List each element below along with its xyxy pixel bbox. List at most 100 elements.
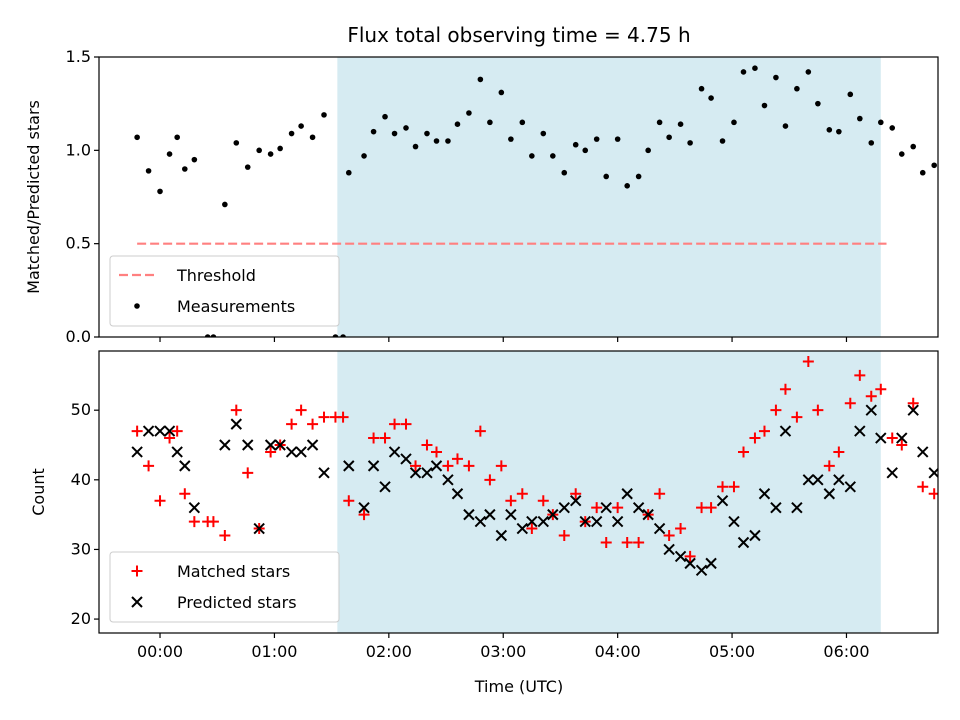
measurement-point xyxy=(645,147,651,154)
matched-star-point xyxy=(591,502,603,514)
measurement-point xyxy=(134,134,140,141)
measurement-point xyxy=(222,201,228,208)
predicted-star-point xyxy=(484,508,496,521)
y-tick-label: 30 xyxy=(71,539,91,558)
predicted-star-point xyxy=(451,488,464,500)
predicted-star-point xyxy=(600,501,612,514)
predicted-star-point xyxy=(674,550,687,563)
x-tick-label: 04:00 xyxy=(595,642,641,661)
observing-span xyxy=(337,57,881,337)
predicted-star-point xyxy=(474,515,487,528)
predicted-star-point xyxy=(343,460,355,472)
measurement-point xyxy=(635,173,642,180)
matched-star-point xyxy=(570,488,582,500)
measurement-point xyxy=(182,166,188,172)
predicted-star-point xyxy=(886,467,898,479)
matched-star-point xyxy=(188,516,200,528)
legend-label: Measurements xyxy=(177,297,295,316)
predicted-star-point xyxy=(285,446,298,458)
y-tick-label: 0.0 xyxy=(66,327,91,346)
predicted-star-point xyxy=(758,488,771,500)
matched-star-point xyxy=(265,446,277,458)
predicted-star-point xyxy=(388,446,401,458)
predicted-star-point xyxy=(163,425,176,437)
measurement-point xyxy=(288,130,295,137)
predicted-star-point xyxy=(463,508,475,521)
top-panel: 0.0 0.5 1.0 1.5 Threshold Measurements xyxy=(66,47,939,346)
matched-star-point xyxy=(171,425,183,437)
measurement-point xyxy=(931,162,937,169)
measurement-point xyxy=(445,138,451,144)
matched-star-point xyxy=(495,460,507,472)
matched-star-point xyxy=(791,411,803,423)
measurement-point xyxy=(321,112,327,118)
predicted-star-point xyxy=(188,501,201,514)
measurement-point xyxy=(345,169,352,176)
matched-star-point xyxy=(917,481,929,493)
x-axis-label: Time (UTC) xyxy=(474,677,563,696)
matched-star-point xyxy=(558,530,570,542)
top-y-axis-label: Matched/Predicted stars xyxy=(24,100,43,294)
matched-star-point xyxy=(696,502,708,514)
legend-matched-swatch xyxy=(131,565,143,577)
predicted-star-point xyxy=(409,467,422,479)
measurement-point xyxy=(477,76,484,83)
predicted-star-point xyxy=(171,446,183,458)
measurement-point xyxy=(889,125,896,131)
matched-star-point xyxy=(526,523,538,535)
predicted-star-point xyxy=(590,515,603,528)
x-tick-label: 01:00 xyxy=(251,642,297,661)
matched-star-point xyxy=(675,523,687,535)
predicted-star-point xyxy=(642,508,654,521)
predicted-star-point xyxy=(264,439,277,451)
predicted-star-point xyxy=(705,557,717,570)
measurement-point xyxy=(773,74,779,81)
measurement-point xyxy=(403,125,409,131)
legend-box xyxy=(109,255,340,327)
predicted-star-point xyxy=(812,474,824,486)
matched-star-point xyxy=(143,460,155,472)
predicted-star-point xyxy=(684,557,696,570)
y-tick-label: 1.0 xyxy=(66,140,91,159)
measurement-point xyxy=(498,89,505,96)
predicted-star-point xyxy=(663,543,675,556)
measurement-point xyxy=(761,102,768,109)
predicted-star-point xyxy=(495,529,508,542)
measurement-point xyxy=(233,140,240,146)
y-tick-label: 0.5 xyxy=(66,234,91,253)
y-tick-label: 1.5 xyxy=(66,47,91,66)
matched-star-point xyxy=(343,495,355,507)
matched-star-point xyxy=(600,536,612,548)
predicted-star-point xyxy=(379,481,391,493)
matched-star-point xyxy=(219,530,231,542)
matched-star-point xyxy=(612,502,624,514)
measurement-point xyxy=(298,123,304,129)
measurement-point xyxy=(244,164,251,170)
matched-star-point xyxy=(431,446,443,458)
predicted-star-point xyxy=(728,515,740,528)
measurement-point xyxy=(256,147,262,154)
matched-star-point xyxy=(505,495,517,507)
matched-star-point xyxy=(537,495,549,507)
matched-star-point xyxy=(728,481,740,493)
matched-star-point xyxy=(368,432,380,444)
predicted-star-point xyxy=(526,515,538,528)
matched-star-point xyxy=(307,418,319,430)
measurement-point xyxy=(656,119,663,126)
matched-star-point xyxy=(758,425,770,437)
matched-star-point xyxy=(875,383,887,395)
axes-frame xyxy=(98,350,939,634)
axes-frame xyxy=(98,56,939,338)
matched-star-point xyxy=(484,474,496,486)
matched-star-point xyxy=(802,355,814,367)
predicted-star-point xyxy=(516,522,529,535)
predicted-star-point xyxy=(854,425,866,437)
x-tick-label: 03:00 xyxy=(480,642,526,661)
legend-label: Predicted stars xyxy=(177,593,297,612)
matched-star-point xyxy=(886,432,898,444)
legend-label: Matched stars xyxy=(177,562,290,581)
measurement-point xyxy=(145,168,152,174)
matched-star-point xyxy=(717,481,729,493)
measurement-point xyxy=(277,145,283,152)
matched-star-point xyxy=(318,411,330,423)
